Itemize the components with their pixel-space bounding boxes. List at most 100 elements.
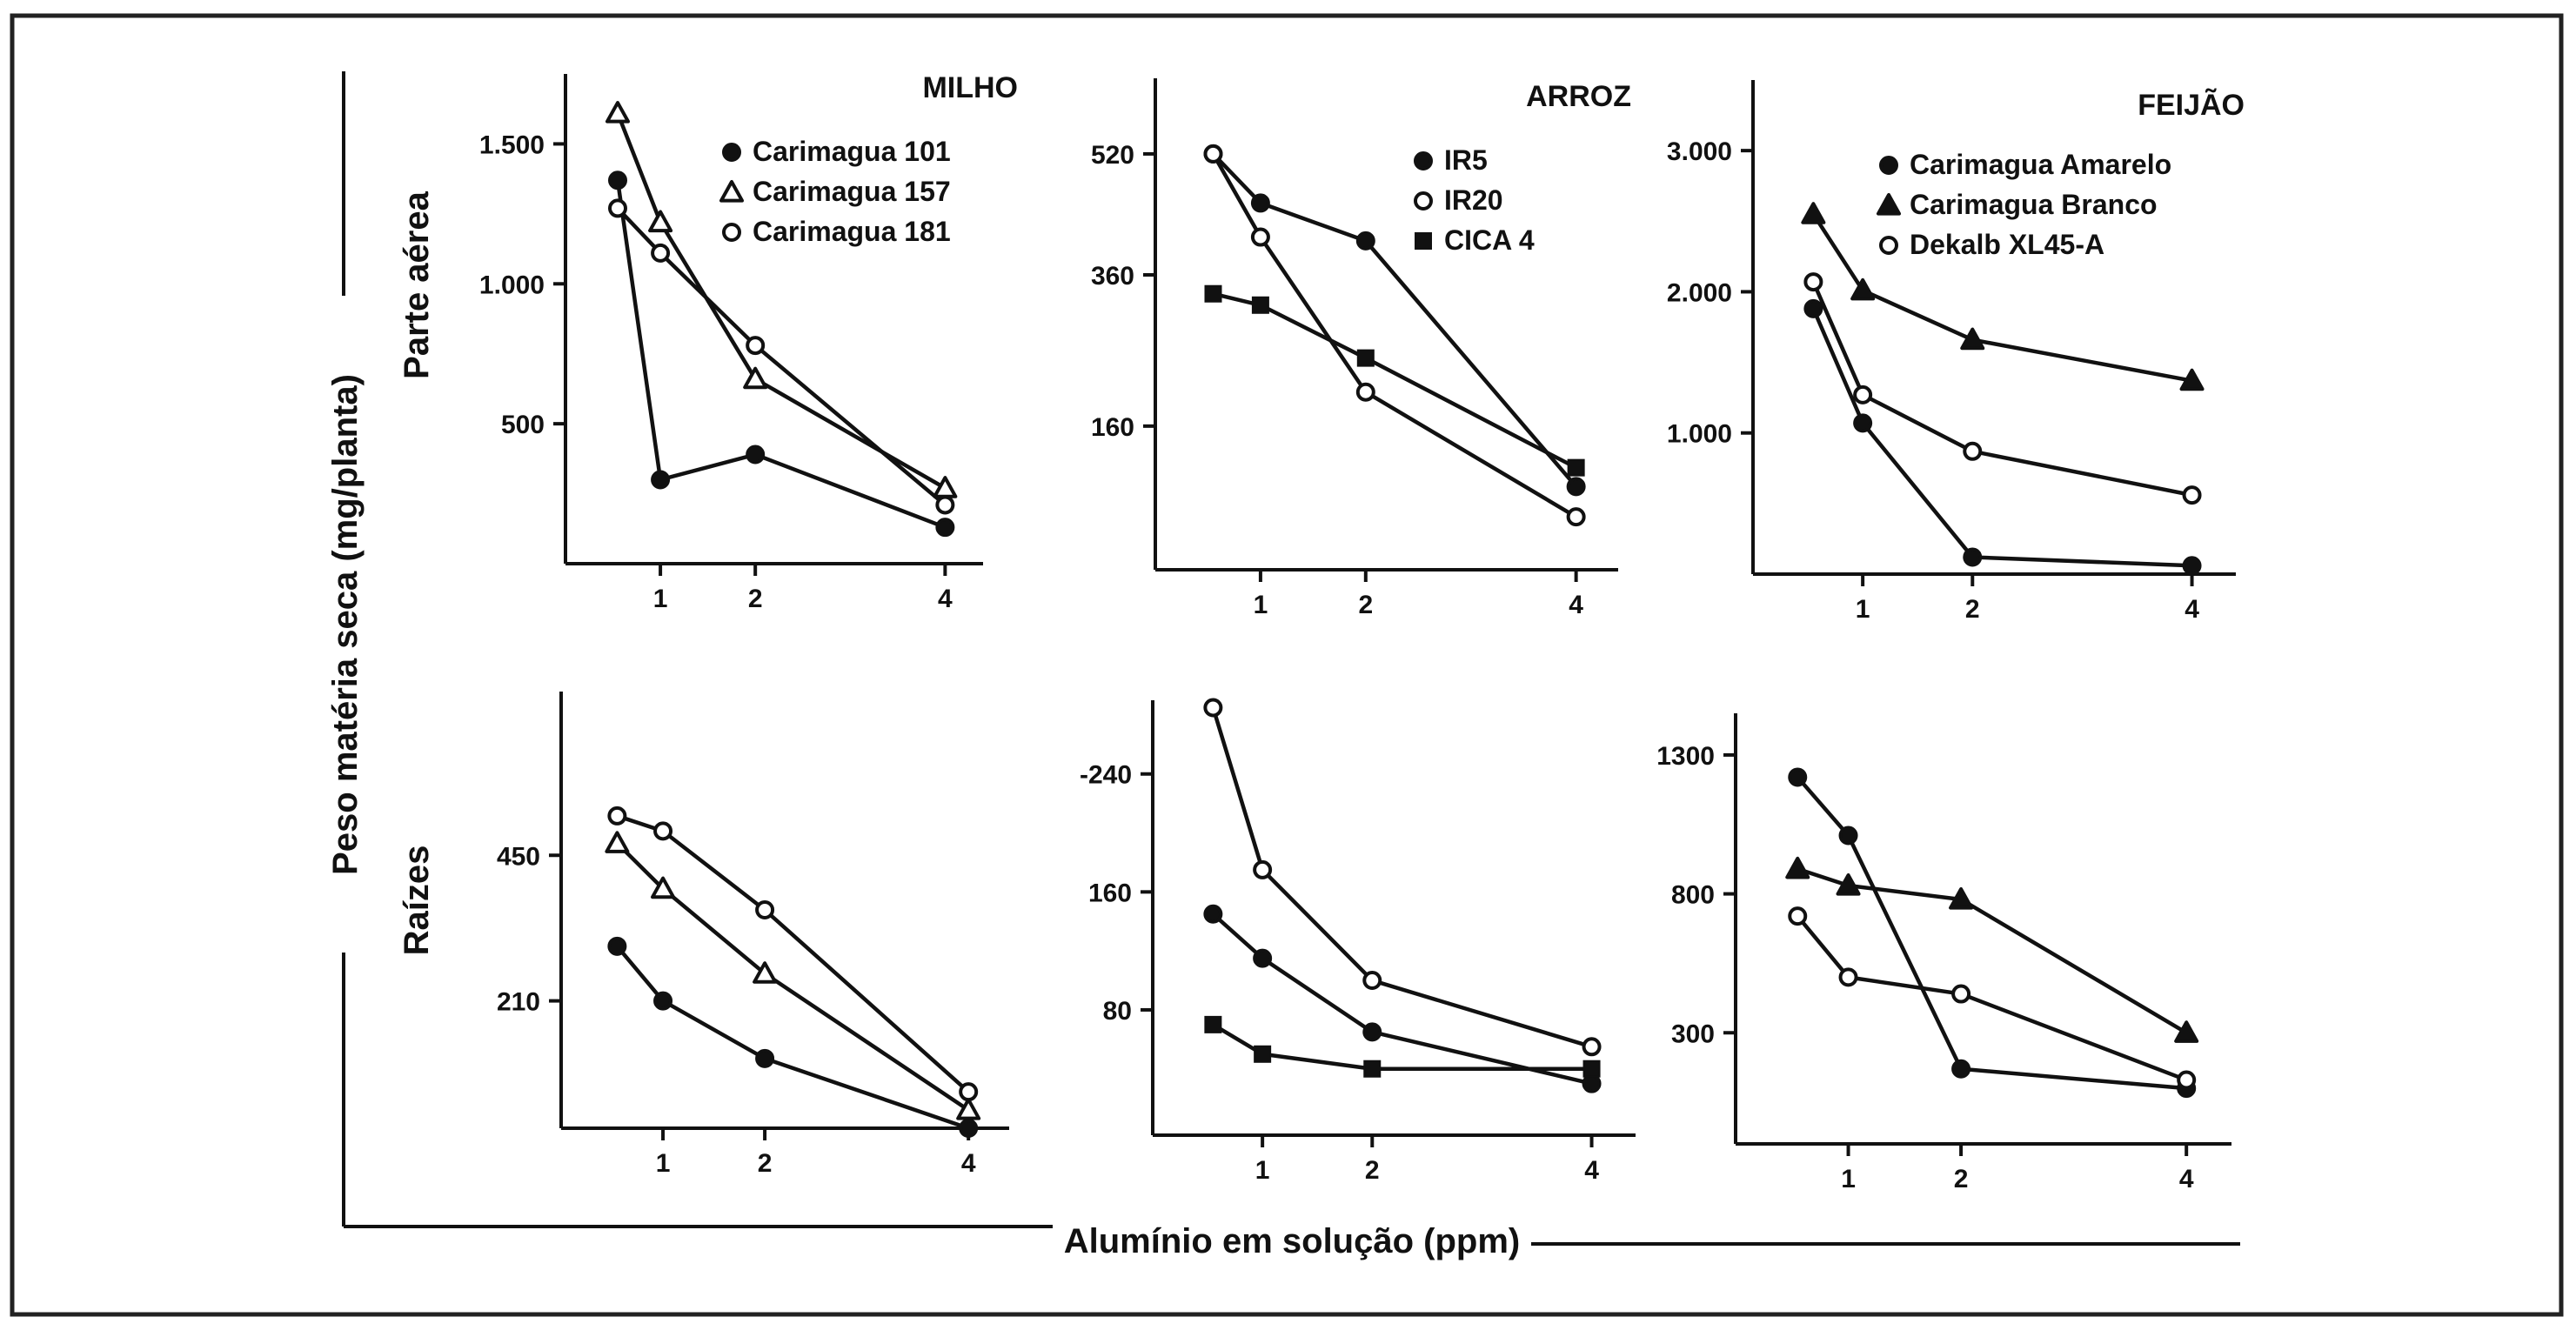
data-point <box>653 991 673 1011</box>
data-point <box>2177 1070 2197 1090</box>
y-tick-label: 3.000 <box>1667 137 1732 166</box>
legend-entry: Carimagua 181 <box>753 216 951 247</box>
data-point <box>606 101 630 124</box>
data-point <box>1582 1037 1602 1057</box>
data-point <box>653 821 673 841</box>
x-tick-label: 2 <box>758 1149 773 1178</box>
series-line <box>615 945 969 1131</box>
data-point <box>1788 767 1808 787</box>
x-tick-label: 2 <box>1365 1156 1380 1185</box>
data-point <box>1251 296 1269 314</box>
data-point <box>1963 441 1983 461</box>
data-point <box>1204 1015 1222 1033</box>
y-tick-label: 160 <box>1091 413 1134 442</box>
figure-border <box>10 13 2564 1317</box>
data-point <box>651 470 671 490</box>
legend-marker <box>1414 151 1433 170</box>
series-line <box>615 112 947 491</box>
data-point <box>608 198 627 218</box>
data-point <box>755 900 775 919</box>
data-point <box>651 876 676 899</box>
legend-entry: Carimagua Amarelo <box>1910 149 2171 180</box>
data-point <box>1951 984 1971 1004</box>
legend-marker <box>1415 232 1432 250</box>
data-point <box>1362 971 1382 991</box>
legend-marker <box>719 180 744 203</box>
data-point <box>1853 413 1873 433</box>
row-label-parte-aerea: Parte aérea <box>398 191 436 378</box>
data-point <box>933 476 958 498</box>
x-tick-label: 4 <box>1584 1156 1599 1185</box>
series-line <box>1811 308 2192 568</box>
x-tick-label: 4 <box>961 1149 976 1178</box>
data-point <box>1788 906 1808 926</box>
y-tick-label: 210 <box>497 988 540 1017</box>
panel-feijao-raizes: 300 800 1300 1 2 4 <box>1656 713 2231 1193</box>
data-point <box>1204 284 1222 303</box>
data-point <box>1963 547 1983 567</box>
panel-arroz-parte-aerea: 160 360 520 1 2 4 ARROZ IR5 IR20 CICA 4 <box>1091 78 1631 619</box>
data-point <box>1203 698 1223 718</box>
y-tick-label: 2.000 <box>1667 278 1732 307</box>
data-point <box>1250 227 1270 247</box>
series-line <box>1797 866 2188 1035</box>
data-point <box>935 518 955 538</box>
data-point <box>608 170 627 191</box>
data-point <box>1253 948 1273 968</box>
series-line <box>1811 281 2192 498</box>
series-line <box>615 841 970 1112</box>
y-tick-label: 1.000 <box>479 271 545 299</box>
legend-marker <box>1414 191 1433 211</box>
data-point <box>959 1082 979 1102</box>
x-tick-label: 4 <box>938 585 953 613</box>
data-point <box>2179 368 2205 391</box>
data-point <box>2174 1020 2199 1043</box>
series-line <box>1212 1022 1592 1071</box>
legend-marker <box>722 143 741 162</box>
x-tick-label: 1 <box>653 585 668 613</box>
legend-marker <box>1879 236 1898 255</box>
data-point <box>753 961 778 984</box>
x-tick-label: 1 <box>1254 591 1268 619</box>
legend-entry: IR20 <box>1444 184 1503 216</box>
data-point <box>1362 1022 1382 1042</box>
data-point <box>956 1098 981 1120</box>
data-point <box>1801 202 1826 224</box>
data-point <box>1949 886 1974 910</box>
data-point <box>605 831 630 853</box>
y-tick-label: 360 <box>1091 262 1134 291</box>
data-point <box>1566 477 1586 497</box>
x-tick-label: 2 <box>1358 591 1373 619</box>
x-tick-label: 1 <box>1856 595 1870 624</box>
series-line <box>1211 152 1577 519</box>
data-point <box>1853 384 1873 404</box>
data-point <box>1838 826 1858 846</box>
y-tick-label: 800 <box>1671 881 1715 910</box>
data-point <box>1250 193 1270 213</box>
legend-marker <box>722 223 741 242</box>
series-line <box>1212 291 1577 470</box>
legend-entry: Dekalb XL45-A <box>1910 229 2104 260</box>
data-point <box>648 210 673 233</box>
series-line <box>615 179 947 530</box>
legend-entry: CICA 4 <box>1444 224 1535 256</box>
data-point <box>1363 1060 1382 1078</box>
data-point <box>1582 1073 1602 1093</box>
chart-title: ARROZ <box>1526 80 1631 113</box>
series-line <box>1211 152 1578 488</box>
series-line <box>1211 706 1593 1049</box>
x-tick-label: 4 <box>2185 595 2199 624</box>
y-tick-label: 80 <box>1103 997 1132 1026</box>
legend-marker <box>1879 156 1898 175</box>
y-tick-label: 520 <box>1091 141 1134 170</box>
panel-milho-parte-aerea: 500 1.000 1.500 1 2 4 MILHO Carimagua 101 Carima… <box>479 71 1018 613</box>
data-point <box>1582 1060 1601 1078</box>
data-point <box>607 936 627 956</box>
data-point <box>1566 507 1586 527</box>
data-point <box>2182 485 2202 505</box>
y-tick-label: 160 <box>1088 879 1132 907</box>
data-point <box>1203 904 1223 924</box>
y-tick-label: 1.000 <box>1667 420 1732 449</box>
x-tick-label: 4 <box>1569 591 1583 619</box>
